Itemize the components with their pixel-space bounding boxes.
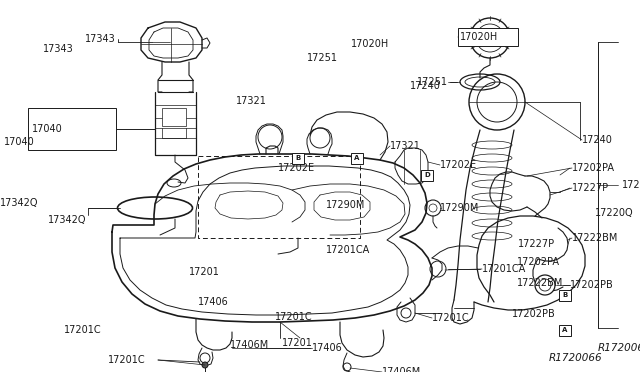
Bar	[351, 153, 363, 164]
Text: 17342Q: 17342Q	[47, 215, 86, 225]
Text: 17201C: 17201C	[432, 313, 470, 323]
Text: 17406: 17406	[198, 297, 229, 307]
Text: 17020H: 17020H	[460, 32, 499, 42]
Circle shape	[535, 275, 555, 295]
Text: 17020H: 17020H	[351, 39, 389, 49]
Text: 17201CA: 17201CA	[326, 245, 371, 255]
Text: 17202PB: 17202PB	[512, 310, 556, 319]
Text: 17202PB: 17202PB	[570, 280, 614, 290]
Text: B: B	[296, 155, 301, 161]
Text: 17321: 17321	[390, 141, 421, 151]
Text: 17201: 17201	[189, 267, 220, 277]
Text: 17240: 17240	[582, 135, 613, 145]
Text: 17321: 17321	[236, 96, 266, 106]
Text: A: A	[355, 155, 360, 161]
Text: 17290M: 17290M	[326, 201, 366, 210]
Text: 17227P: 17227P	[518, 239, 556, 248]
Text: 17406M: 17406M	[382, 367, 421, 372]
Text: 17222BM: 17222BM	[572, 233, 618, 243]
Text: 17290M: 17290M	[440, 203, 479, 213]
Text: 17201: 17201	[282, 338, 313, 348]
Text: 17201C: 17201C	[64, 326, 102, 335]
Text: 17040: 17040	[32, 124, 63, 134]
Text: 17251: 17251	[417, 77, 448, 87]
Text: 17201CA: 17201CA	[482, 264, 526, 274]
Text: 17406: 17406	[312, 343, 343, 353]
Text: 17202PA: 17202PA	[517, 257, 560, 267]
Bar	[458, 28, 518, 46]
Bar	[559, 324, 571, 336]
Text: 17202E: 17202E	[278, 163, 316, 173]
Text: D: D	[424, 172, 430, 178]
Text: 17222BM: 17222BM	[517, 279, 563, 288]
Text: A: A	[563, 327, 568, 333]
Text: 17342Q: 17342Q	[0, 198, 38, 208]
Bar	[28, 108, 116, 150]
Text: 17220Q: 17220Q	[595, 208, 634, 218]
Text: B: B	[563, 292, 568, 298]
Text: 17040: 17040	[4, 137, 35, 147]
Text: 17220Q: 17220Q	[622, 180, 640, 190]
Text: 17343: 17343	[85, 34, 116, 44]
Text: 17201C: 17201C	[275, 312, 313, 322]
Bar	[421, 170, 433, 180]
Text: 17201C: 17201C	[108, 355, 146, 365]
Text: 17202E: 17202E	[440, 160, 477, 170]
Text: R1720066: R1720066	[549, 353, 603, 363]
Text: 17202PA: 17202PA	[572, 163, 615, 173]
Bar	[162, 108, 186, 126]
Bar	[292, 153, 304, 164]
Text: 17251: 17251	[307, 53, 338, 62]
Text: R1720066: R1720066	[598, 343, 640, 353]
Text: 17227P: 17227P	[572, 183, 609, 193]
Bar	[559, 289, 571, 301]
Circle shape	[202, 362, 208, 368]
Text: 17343: 17343	[43, 44, 74, 54]
Text: 17240: 17240	[410, 81, 440, 91]
Text: 17406M: 17406M	[230, 340, 269, 350]
